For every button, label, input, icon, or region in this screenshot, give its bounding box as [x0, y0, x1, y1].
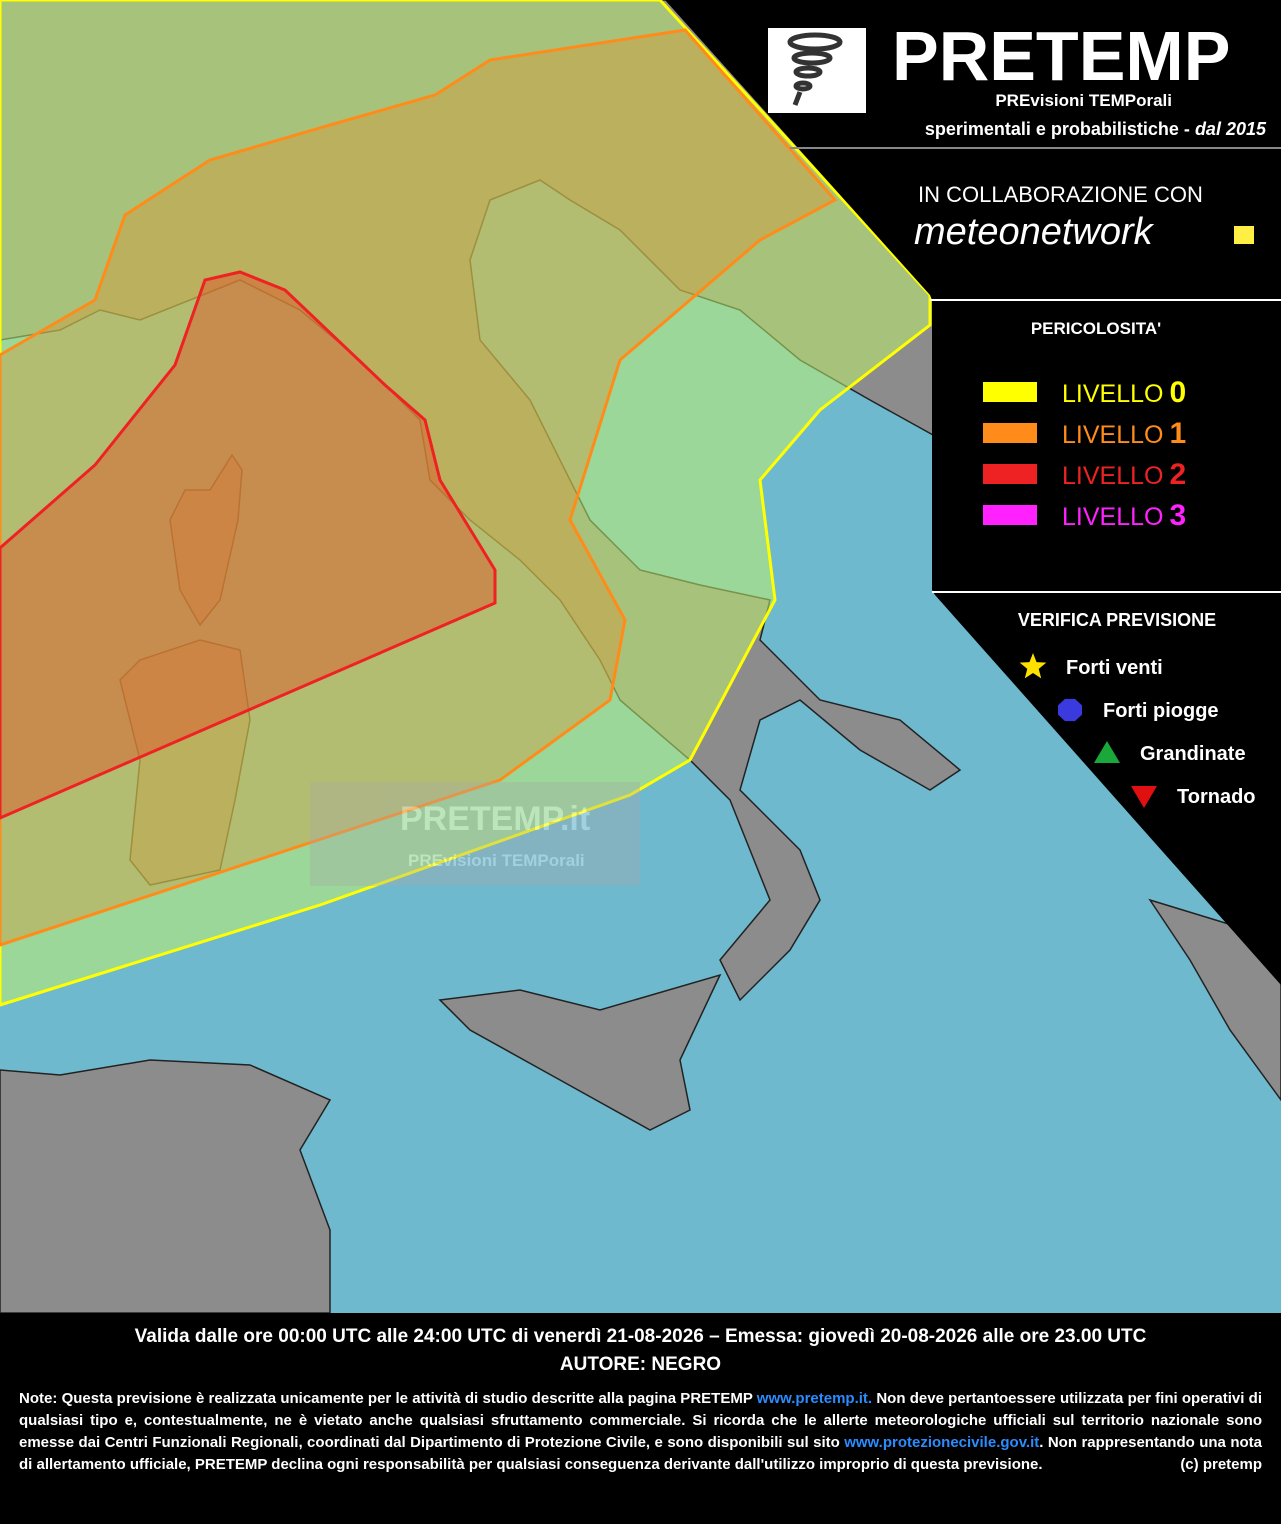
level-number: 2	[1169, 458, 1186, 491]
validity: Valida dalle ore 00:00 UTC alle 24:00 UT…	[134, 1326, 1147, 1347]
panel	[665, 0, 1281, 985]
note-text: Non deve pertantoessere utilizzata per f…	[19, 1390, 1262, 1451]
tagline: sperimentali e probabilistiche - dal 201…	[925, 119, 1267, 139]
watermark: PRETEMP.it PREvisioni TEMPorali	[310, 782, 640, 886]
sicily	[438, 973, 722, 1131]
partner: meteonetwork	[914, 211, 1155, 253]
verification-icon	[1057, 698, 1083, 722]
zone-level-0	[0, 0, 932, 1007]
level-swatch	[983, 382, 1037, 402]
footer: Valida dalle ore 00:00 UTC alle 24:00 UT…	[0, 1313, 1281, 1524]
note-text: . Non rappresentando una nota di allerta…	[19, 1434, 1262, 1473]
level-label: LIVELLO 1	[1062, 417, 1186, 450]
map: PRETEMP.it PREvisioni TEMPorali PRETEMP …	[0, 0, 1281, 1313]
level-swatch	[983, 464, 1037, 484]
verification-label: Forti venti	[1066, 657, 1163, 679]
tornado-icon	[787, 32, 843, 106]
notes: Note: Questa previsione è realizzata uni…	[19, 1388, 1262, 1476]
partner-mark	[1234, 226, 1254, 244]
level-number: 1	[1169, 417, 1186, 450]
level-label: LIVELLO 3	[1062, 499, 1186, 532]
verification-label: Forti piogge	[1103, 700, 1219, 722]
link[interactable]: www.protezionecivile.gov.it	[844, 1434, 1040, 1451]
copyright: (c) pretemp	[1180, 1456, 1262, 1473]
note-text: Note: Questa previsione è realizzata uni…	[19, 1390, 757, 1407]
level-number: 3	[1169, 499, 1186, 532]
verification-label: Tornado	[1177, 786, 1256, 808]
collab: IN COLLABORAZIONE CON	[918, 182, 1203, 207]
level-text: LIVELLO	[1062, 462, 1163, 490]
verification-label: Grandinate	[1140, 743, 1246, 765]
tunisia	[0, 1059, 332, 1313]
verification-icon	[1019, 653, 1047, 679]
verification-icon	[1131, 786, 1157, 808]
zone-level-2	[0, 270, 497, 820]
verification-icon	[1094, 741, 1120, 763]
watermark-box	[310, 782, 640, 886]
zone-level-1	[0, 28, 838, 947]
link[interactable]: www.pretemp.it.	[756, 1390, 873, 1407]
watermark-subtitle: PREvisioni TEMPorali	[408, 851, 585, 870]
level-label: LIVELLO 0	[1062, 376, 1186, 409]
level-text: LIVELLO	[1062, 503, 1163, 531]
author: AUTORE: NEGRO	[559, 1354, 722, 1375]
legend-title: PERICOLOSITA'	[1031, 319, 1161, 338]
level-swatch	[983, 423, 1037, 443]
level-swatch	[983, 505, 1037, 525]
level-number: 0	[1169, 376, 1186, 409]
level-label: LIVELLO 2	[1062, 458, 1186, 491]
watermark-title: PRETEMP.it	[400, 800, 590, 838]
level-text: LIVELLO	[1062, 421, 1163, 449]
level-text: LIVELLO	[1062, 380, 1163, 408]
title: PRETEMP	[892, 17, 1230, 95]
verification-title: VERIFICA PREVISIONE	[1018, 610, 1216, 630]
subtitle: PREvisioni TEMPorali	[995, 91, 1172, 110]
